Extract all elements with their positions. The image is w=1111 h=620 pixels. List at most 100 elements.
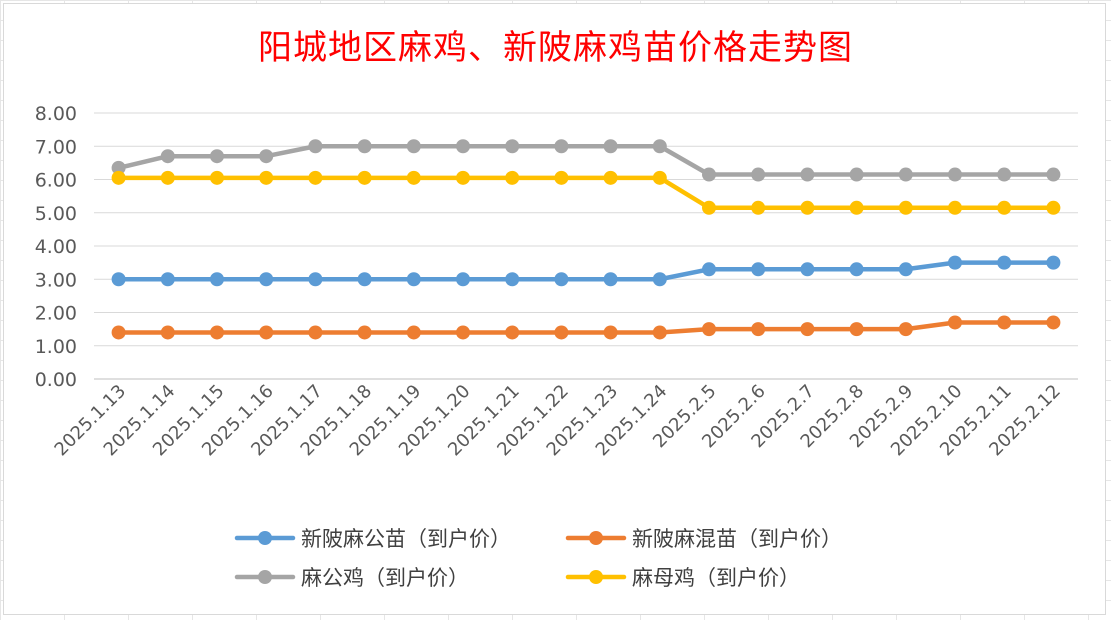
data-point — [702, 322, 716, 337]
y-tick-label: 8.00 — [35, 103, 77, 125]
data-point — [160, 149, 175, 164]
data-point — [505, 170, 520, 185]
data-point — [308, 139, 323, 154]
data-point — [800, 322, 815, 337]
data-point — [800, 167, 815, 182]
y-tick-label: 0.00 — [35, 369, 77, 391]
data-point — [1046, 255, 1061, 270]
data-point — [1046, 315, 1061, 330]
data-point — [357, 170, 372, 185]
data-point — [849, 262, 864, 277]
data-point — [505, 272, 520, 287]
data-point — [948, 167, 962, 182]
data-point — [259, 170, 274, 185]
data-point — [948, 315, 962, 330]
data-point — [898, 322, 913, 337]
data-point — [160, 272, 175, 287]
data-point — [751, 167, 766, 182]
data-point — [308, 325, 323, 340]
legend-marker — [589, 570, 603, 584]
data-point — [603, 170, 618, 185]
data-point — [308, 272, 323, 287]
data-point — [800, 262, 815, 277]
chart-title: 阳城地区麻鸡、新陂麻鸡苗价格走势图 — [258, 28, 853, 68]
data-point — [997, 255, 1012, 270]
data-point — [160, 325, 175, 340]
y-tick-label: 5.00 — [35, 203, 77, 225]
data-point — [406, 170, 421, 185]
series-line — [116, 175, 1056, 211]
data-point — [849, 167, 864, 182]
legend-label: 新陂麻混苗（到户价） — [632, 527, 842, 551]
data-point — [751, 200, 766, 215]
data-point — [997, 167, 1012, 182]
data-point — [652, 325, 667, 340]
data-point — [111, 160, 126, 175]
legend-label: 新陂麻公苗（到户价） — [301, 527, 511, 551]
data-point — [849, 322, 864, 337]
series-line — [116, 260, 1056, 282]
data-point — [406, 139, 421, 154]
data-point — [652, 272, 667, 287]
data-point — [849, 200, 864, 215]
data-point — [456, 272, 470, 287]
data-point — [997, 200, 1012, 215]
data-point — [554, 139, 569, 154]
data-point — [603, 272, 618, 287]
data-point — [948, 200, 962, 215]
data-point — [898, 167, 913, 182]
data-point — [702, 200, 716, 215]
data-point — [1046, 200, 1061, 215]
data-point — [603, 325, 618, 340]
data-point — [210, 149, 224, 164]
data-point — [111, 170, 126, 185]
series-line — [116, 144, 1056, 177]
legend-marker — [258, 531, 272, 545]
data-point — [259, 272, 274, 287]
data-point — [505, 325, 520, 340]
data-point — [456, 325, 470, 340]
data-point — [948, 255, 962, 270]
data-point — [898, 262, 913, 277]
data-point — [1046, 167, 1061, 182]
legend-label: 麻母鸡（到户价） — [632, 566, 800, 590]
legend-label: 麻公鸡（到户价） — [301, 566, 469, 590]
data-point — [308, 170, 323, 185]
data-point — [406, 325, 421, 340]
data-point — [751, 262, 766, 277]
y-tick-label: 6.00 — [35, 170, 77, 192]
data-point — [603, 139, 618, 154]
data-point — [259, 149, 274, 164]
y-tick-label: 7.00 — [35, 136, 77, 158]
y-tick-label: 1.00 — [35, 336, 77, 358]
data-point — [357, 272, 372, 287]
data-point — [259, 325, 274, 340]
data-point — [505, 139, 520, 154]
data-point — [406, 272, 421, 287]
data-point — [111, 325, 126, 340]
chart-area[interactable] — [3, 3, 1106, 615]
data-point — [751, 322, 766, 337]
series-line — [116, 320, 1056, 335]
y-tick-label: 3.00 — [35, 269, 77, 291]
data-point — [210, 272, 224, 287]
data-point — [160, 170, 175, 185]
y-tick-label: 4.00 — [35, 236, 77, 258]
data-point — [702, 262, 716, 277]
data-point — [456, 170, 470, 185]
data-point — [652, 170, 667, 185]
data-point — [554, 325, 569, 340]
legend-marker — [589, 531, 603, 545]
data-point — [210, 325, 224, 340]
data-point — [456, 139, 470, 154]
data-point — [357, 139, 372, 154]
y-tick-label: 2.00 — [35, 303, 77, 325]
data-point — [111, 272, 126, 287]
data-point — [702, 167, 716, 182]
data-point — [210, 170, 224, 185]
data-point — [652, 139, 667, 154]
data-point — [997, 315, 1012, 330]
data-point — [898, 200, 913, 215]
data-point — [800, 200, 815, 215]
